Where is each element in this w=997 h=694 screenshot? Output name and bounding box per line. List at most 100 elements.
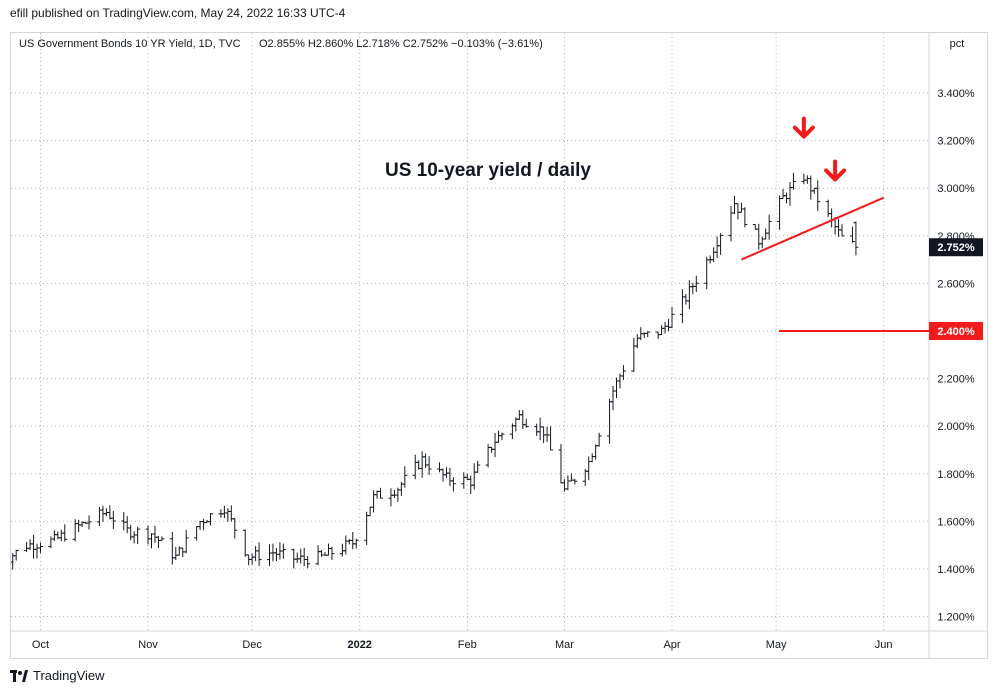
ohlc-bar xyxy=(704,256,710,290)
price-tick-label: 2.000% xyxy=(937,421,975,433)
ohlc-bar xyxy=(520,410,526,430)
ohlc-bar xyxy=(145,525,151,545)
published-by-text: efill published on TradingView.com, May … xyxy=(10,6,346,20)
ohlc-bar xyxy=(249,553,255,565)
ohlc-bar xyxy=(242,529,248,557)
ohlc-bar xyxy=(756,223,762,250)
ohlc-bar xyxy=(367,506,373,517)
ohlc-bar xyxy=(561,479,567,492)
ohlc-bar xyxy=(388,488,394,507)
ohlc-bar xyxy=(76,519,82,533)
ohlc-bar xyxy=(325,543,331,556)
down-arrow-marker xyxy=(824,159,847,182)
ohlc-bar xyxy=(471,463,477,490)
ohlc-bar xyxy=(714,236,720,259)
ohlc-bar xyxy=(371,490,377,513)
ohlc-bar xyxy=(131,531,137,544)
ohlc-bar xyxy=(86,515,92,530)
ohlc-bar xyxy=(537,417,543,441)
chart-frame[interactable]: US Government Bonds 10 YR Yield, 1D, TVC… xyxy=(10,32,988,659)
ohlc-bar xyxy=(735,203,741,220)
ohlc-bar xyxy=(13,549,19,561)
ohlc-bar xyxy=(811,187,817,194)
ohlc-bar xyxy=(37,542,43,554)
tradingview-logo-icon xyxy=(10,669,28,682)
ohlc-bar xyxy=(11,561,12,563)
ohlc-bar xyxy=(662,322,668,334)
ohlc-bar xyxy=(475,460,481,473)
ohlc-bar xyxy=(631,337,637,372)
ohlc-bar xyxy=(634,334,640,349)
ohlc-bar xyxy=(815,180,821,211)
ohlc-bar xyxy=(364,511,370,546)
ohlc-bar xyxy=(31,534,37,559)
ohlc-bar xyxy=(256,542,262,566)
ohlc-bar xyxy=(208,512,213,526)
ohlc-bar xyxy=(669,307,675,329)
ohlc-bar xyxy=(294,552,300,563)
ohlc-bar xyxy=(496,430,502,443)
price-scale-unit: pct xyxy=(950,38,965,50)
legend-symbol: US Government Bonds 10 YR Yield, 1D, TVC xyxy=(19,38,241,50)
down-arrow-marker xyxy=(792,116,815,139)
ohlc-bar xyxy=(280,543,286,559)
ohlc-bar xyxy=(169,532,175,565)
ohlc-bar xyxy=(655,331,661,339)
ohlc-bar xyxy=(346,538,352,545)
grid xyxy=(11,33,929,631)
ohlc-bar xyxy=(34,543,40,559)
price-chart[interactable]: US Government Bonds 10 YR Yield, 1D, TVC… xyxy=(11,33,987,658)
price-tick-label: 3.000% xyxy=(937,183,975,195)
ohlc-bar xyxy=(253,545,259,562)
ohlc-bar xyxy=(201,518,207,531)
ohlc-bar xyxy=(731,195,737,214)
ohlc-bar xyxy=(829,208,835,228)
ohlc-bars xyxy=(11,172,859,570)
ohlc-bar xyxy=(686,280,692,310)
price-tick-label: 1.200% xyxy=(937,612,975,624)
ohlc-bar xyxy=(492,432,498,458)
ohlc-bar xyxy=(128,524,134,541)
ohlc-bar xyxy=(718,233,724,255)
ohlc-bar xyxy=(610,386,616,411)
price-tick-label: 1.400% xyxy=(937,564,975,576)
ohlc-bar xyxy=(836,218,842,237)
ohlc-bar xyxy=(180,547,186,557)
ohlc-bar xyxy=(402,466,408,488)
ohlc-bar xyxy=(72,519,78,542)
ohlc-bar xyxy=(780,189,786,199)
level-price-text: 2.400% xyxy=(937,326,975,338)
ohlc-bar xyxy=(51,530,57,542)
ohlc-bar xyxy=(353,538,359,549)
ohlc-bar xyxy=(437,462,443,473)
ohlc-bar xyxy=(155,536,161,549)
ohlc-bar xyxy=(450,477,456,492)
ohlc-bar xyxy=(343,535,349,555)
time-tick-label: Nov xyxy=(138,639,158,651)
ohlc-bar xyxy=(801,173,807,185)
ohlc-bar xyxy=(24,541,30,552)
ohlc-bar xyxy=(447,467,453,487)
ohlc-bar xyxy=(596,432,602,447)
ohlc-bar xyxy=(305,555,311,569)
ohlc-bar xyxy=(48,536,54,549)
price-tick-label: 2.200% xyxy=(937,374,975,386)
ohlc-bar xyxy=(319,549,325,557)
ohlc-bar xyxy=(159,536,165,541)
ohlc-bar xyxy=(679,289,685,324)
ohlc-bar xyxy=(586,456,592,481)
ohlc-bar xyxy=(110,510,116,530)
level-price-label: 2.400% xyxy=(929,322,983,340)
ohlc-bar xyxy=(391,489,397,498)
ohlc-bar xyxy=(534,423,540,436)
ohlc-bar xyxy=(558,444,564,484)
ohlc-bar xyxy=(593,444,599,460)
ohlc-bar xyxy=(350,531,356,550)
ohlc-bar xyxy=(499,432,505,441)
ohlc-bar xyxy=(183,529,189,554)
ohlc-bar xyxy=(853,221,859,256)
ohlc-bar xyxy=(461,472,467,489)
ohlc-bar xyxy=(121,512,127,531)
ohlc-bar xyxy=(839,224,845,237)
ohlc-bar xyxy=(523,418,529,428)
